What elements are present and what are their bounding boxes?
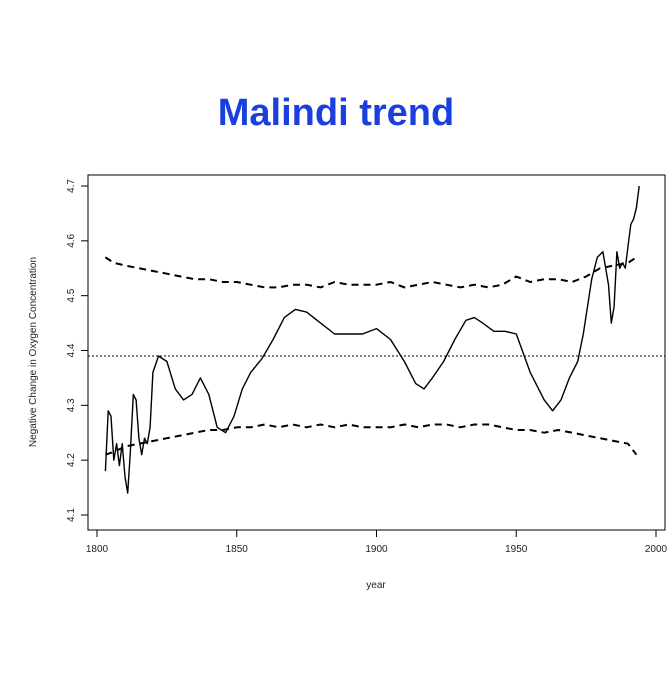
x-tick-label: 2000 — [645, 544, 668, 555]
y-tick-label: 4.7 — [66, 179, 77, 193]
y-tick-label: 4.5 — [66, 288, 77, 302]
chart-title: Malindi trend — [217, 92, 455, 134]
y-tick-label: 4.6 — [66, 233, 77, 247]
x-tick-label: 1850 — [226, 544, 249, 555]
upper-bound-line — [104, 256, 637, 289]
y-axis-label: Negative Change in Oxygen Concentration — [28, 257, 39, 447]
x-axis: 1800 1850 1900 1950 2000 — [86, 529, 668, 555]
plot-frame — [87, 174, 666, 531]
trend-line — [104, 185, 640, 494]
y-tick-label: 4.4 — [66, 343, 77, 357]
x-tick-label: 1950 — [505, 544, 528, 555]
y-tick-label: 4.2 — [66, 453, 77, 467]
y-tick-label: 4.3 — [66, 398, 77, 412]
x-tick-label: 1900 — [365, 544, 388, 555]
y-axis: 4.1 4.2 4.3 4.4 4.5 4.6 4.7 — [66, 179, 89, 522]
lower-bound-line — [105, 423, 638, 456]
x-axis-label: year — [366, 580, 386, 591]
y-tick-label: 4.1 — [66, 508, 77, 522]
series-layer — [88, 185, 665, 494]
x-tick-label: 1800 — [86, 544, 109, 555]
